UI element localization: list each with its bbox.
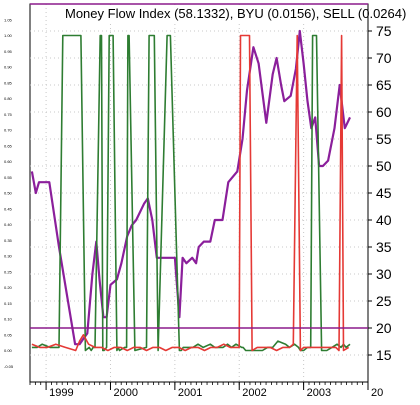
y-right-tick-label: 25 bbox=[376, 293, 392, 309]
title-background bbox=[60, 5, 360, 22]
y-left-tick-label: 0.70 bbox=[4, 128, 13, 133]
series-line bbox=[31, 34, 350, 352]
y-right-tick-label: 50 bbox=[376, 158, 392, 174]
x-tick-label: 2000 bbox=[113, 387, 137, 399]
axes: 15 20 25 30 35 40 45 50 55 60 65 70 75 -0.05 0.00 0.05 0… bbox=[4, 17, 392, 399]
y-right-tick-label: 65 bbox=[376, 77, 392, 93]
y-right-tick-label: 40 bbox=[376, 212, 392, 228]
y-right-tick-label: 15 bbox=[376, 347, 392, 363]
y-left-tick-label: 0.60 bbox=[4, 159, 13, 164]
y-right-tick-label: 35 bbox=[376, 239, 392, 255]
x-tick-label: 20 bbox=[371, 387, 383, 399]
y-left-tick-label: 0.00 bbox=[4, 348, 13, 353]
y-left-tick-label: 0.55 bbox=[4, 175, 13, 180]
y-left-tick-label: 0.90 bbox=[4, 65, 13, 70]
y-right-tick-label: 20 bbox=[376, 320, 392, 336]
y-left-tick-label: 0.35 bbox=[4, 238, 13, 243]
x-tick-label: 2001 bbox=[178, 387, 202, 399]
reference-lines bbox=[30, 3, 368, 329]
y-left-tick-label: 0.80 bbox=[4, 96, 13, 101]
y-left-tick-label: 0.45 bbox=[4, 206, 13, 211]
y-left-tick-label: 1.05 bbox=[4, 17, 13, 22]
y-left-tick-label: 0.20 bbox=[4, 285, 13, 290]
y-left-tick-label: 0.85 bbox=[4, 80, 13, 85]
y-left-tick-label: 0.95 bbox=[4, 49, 13, 54]
y-right-tick-label: 30 bbox=[376, 266, 392, 282]
y-left-tick-label: 0.05 bbox=[4, 332, 13, 337]
y-left-tick-label: 0.40 bbox=[4, 222, 13, 227]
series-layer bbox=[30, 29, 351, 352]
y-left-tick-label: -0.05 bbox=[4, 364, 14, 369]
x-tick-label: 2003 bbox=[307, 387, 331, 399]
chart-title: Money Flow Index (58.1332), BYU (0.0156)… bbox=[65, 6, 406, 21]
y-left-tick-label: 0.75 bbox=[4, 112, 13, 117]
series-line bbox=[31, 34, 351, 352]
y-right-tick-label: 60 bbox=[376, 104, 392, 120]
y-left-tick-label: 0.15 bbox=[4, 301, 13, 306]
x-tick-label: 2002 bbox=[242, 387, 266, 399]
y-right-tick-label: 75 bbox=[376, 23, 392, 39]
y-left-tick-label: 0.65 bbox=[4, 143, 13, 148]
x-tick-label: 1999 bbox=[49, 387, 73, 399]
y-left-tick-label: 1.00 bbox=[4, 33, 13, 38]
y-right-tick-label: 45 bbox=[376, 185, 392, 201]
y-left-tick-label: 0.25 bbox=[4, 269, 13, 274]
y-left-tick-label: 0.30 bbox=[4, 254, 13, 259]
y-right-tick-label: 70 bbox=[376, 50, 392, 66]
y-left-tick-label: 0.50 bbox=[4, 191, 13, 196]
y-left-tick-label: 0.10 bbox=[4, 317, 13, 322]
y-right-tick-label: 55 bbox=[376, 131, 392, 147]
